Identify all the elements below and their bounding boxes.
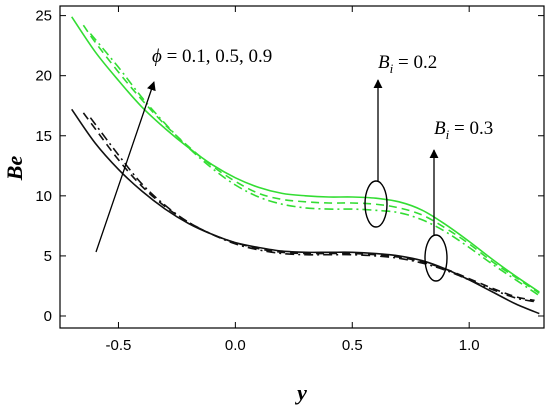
bi-black-label: Bi = 0.3 (434, 118, 493, 142)
phi-label: ϕ = 0.1, 0.5, 0.9 (152, 46, 272, 67)
green-group-ellipse (364, 180, 388, 228)
x-axis-title: y (294, 380, 307, 405)
series-line-black-dashed (82, 112, 535, 302)
y-axis-title: Be (2, 156, 27, 182)
series-line-black-dashdot (89, 117, 535, 303)
ticks: -0.5 0.0 0.5 1.0 0 5 10 15 20 25 (35, 6, 544, 354)
series-line-green-solid (71, 16, 540, 293)
y-tick-label: 25 (35, 8, 52, 25)
series-line-black-solid (71, 108, 540, 315)
y-tick-label: 10 (35, 188, 52, 205)
black-group-ellipse (424, 234, 448, 282)
x-tick-label: 1.0 (459, 337, 480, 354)
annotations: ϕ = 0.1, 0.5, 0.9 Bi = 0.2 Bi = 0.3 (95, 46, 493, 282)
x-tick-label: -0.5 (106, 337, 132, 354)
y-tick-label: 15 (35, 128, 52, 145)
bi-green-label: Bi = 0.2 (378, 52, 437, 76)
y-tick-label: 20 (35, 68, 52, 85)
plot-frame (59, 5, 545, 329)
series-line-green-dashed (82, 24, 540, 294)
x-tick-label: 0.5 (342, 337, 363, 354)
y-tick-label: 0 (44, 308, 52, 325)
series-line-green-dashdot (89, 33, 540, 297)
phi-arrow (95, 81, 156, 253)
x-tick-label: 0.0 (225, 337, 246, 354)
series-group (71, 16, 540, 315)
y-tick-label: 5 (44, 248, 52, 265)
